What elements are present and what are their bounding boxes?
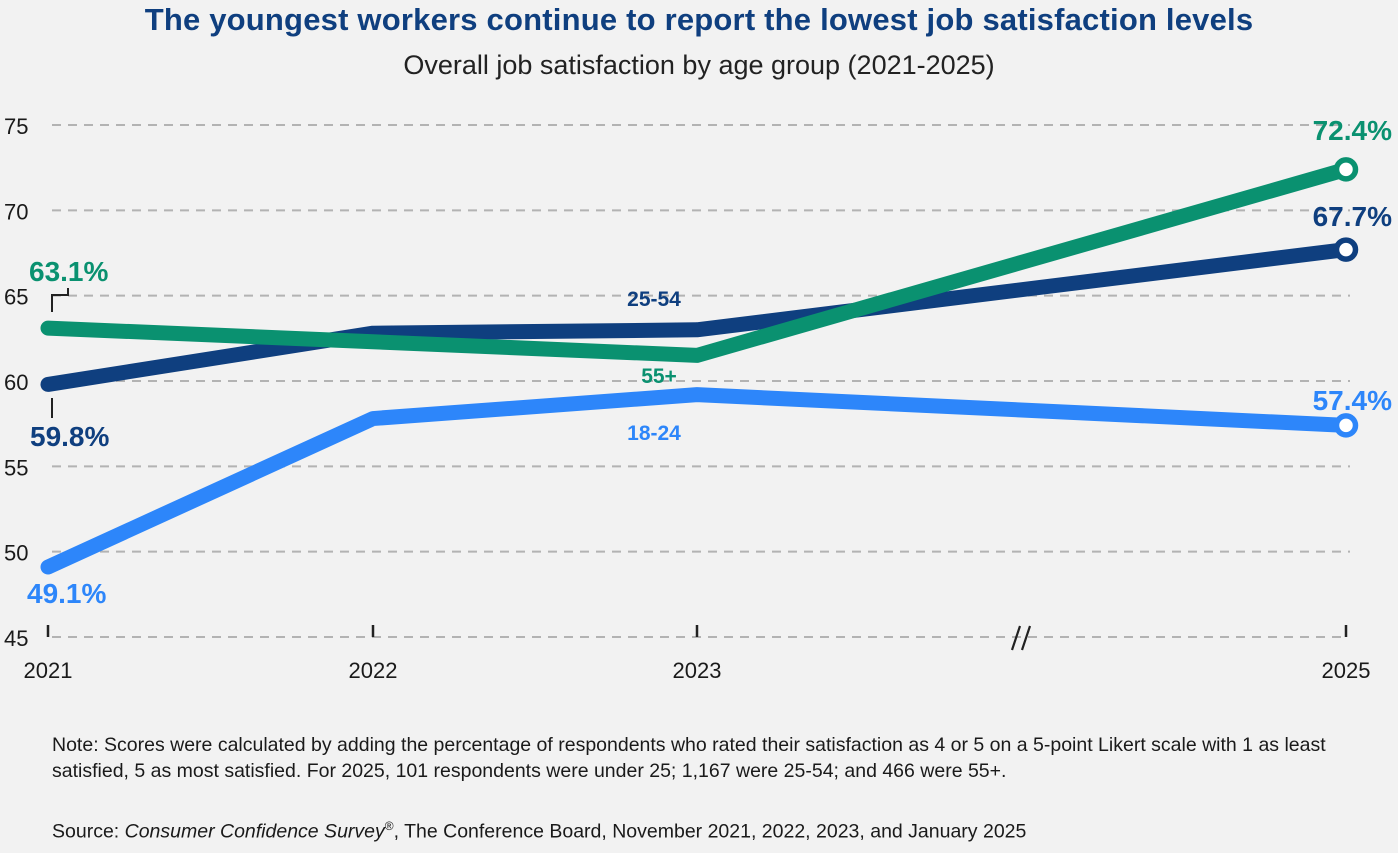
series-name-18-24: 18-24 xyxy=(627,422,681,445)
x-tick-label: 2022 xyxy=(349,658,398,683)
series-name-25-54: 25-54 xyxy=(627,288,681,311)
chart-title: The youngest workers continue to report … xyxy=(144,2,1254,37)
end-marker-18-24 xyxy=(1333,413,1359,438)
series-lines xyxy=(40,157,1359,575)
end-label-25-54: 67.7% xyxy=(1313,201,1392,232)
chart-source: Source: Consumer Confidence Survey®, The… xyxy=(52,819,1382,844)
end-marker-55+ xyxy=(1333,157,1359,182)
start-label-55-plus: 63.1% xyxy=(29,256,108,287)
y-tick-label: 60 xyxy=(4,370,28,395)
y-tick-label: 55 xyxy=(4,455,28,480)
source-mark: ® xyxy=(384,819,394,833)
start-label-18-24: 49.1% xyxy=(27,578,106,609)
source-prefix: Source: xyxy=(52,820,125,843)
y-axis-ticks: 45 50 55 60 65 70 75 xyxy=(4,114,28,651)
source-rest: , The Conference Board, November 2021, 2… xyxy=(393,820,1027,843)
end-label-18-24: 57.4% xyxy=(1313,385,1392,416)
series-line-25-54 xyxy=(40,242,1354,392)
y-tick-label: 50 xyxy=(4,541,28,566)
source-survey: Consumer Confidence Survey xyxy=(124,820,385,843)
chart-note: Note: Scores were calculated by adding t… xyxy=(52,734,1326,782)
y-tick-label: 65 xyxy=(4,285,28,310)
end-marker-25-54 xyxy=(1333,237,1359,262)
y-tick-label: 75 xyxy=(4,114,28,139)
y-tick-label: 70 xyxy=(4,199,28,224)
x-tick-label: 2021 xyxy=(24,658,73,683)
x-tick-label: 2025 xyxy=(1322,658,1371,683)
data-labels: 63.1% 59.8% 49.1% 72.4% 67.7% 57.4% 25-54 55+ 18… xyxy=(27,115,1392,609)
end-label-55-plus: 72.4% xyxy=(1313,115,1392,146)
x-axis: 2021 2022 2023 2025 xyxy=(24,625,1371,683)
axis-break-icon xyxy=(1010,625,1032,651)
leader-line-55-plus xyxy=(51,288,69,312)
y-tick-label: 45 xyxy=(4,626,28,651)
start-label-25-54: 59.8% xyxy=(30,421,109,452)
series-name-55-plus: 55+ xyxy=(641,365,677,388)
series-line-55+ xyxy=(40,161,1354,363)
series-line-18-24 xyxy=(40,387,1354,575)
x-tick-label: 2023 xyxy=(673,658,722,683)
chart-subtitle: Overall job satisfaction by age group (2… xyxy=(403,50,995,80)
